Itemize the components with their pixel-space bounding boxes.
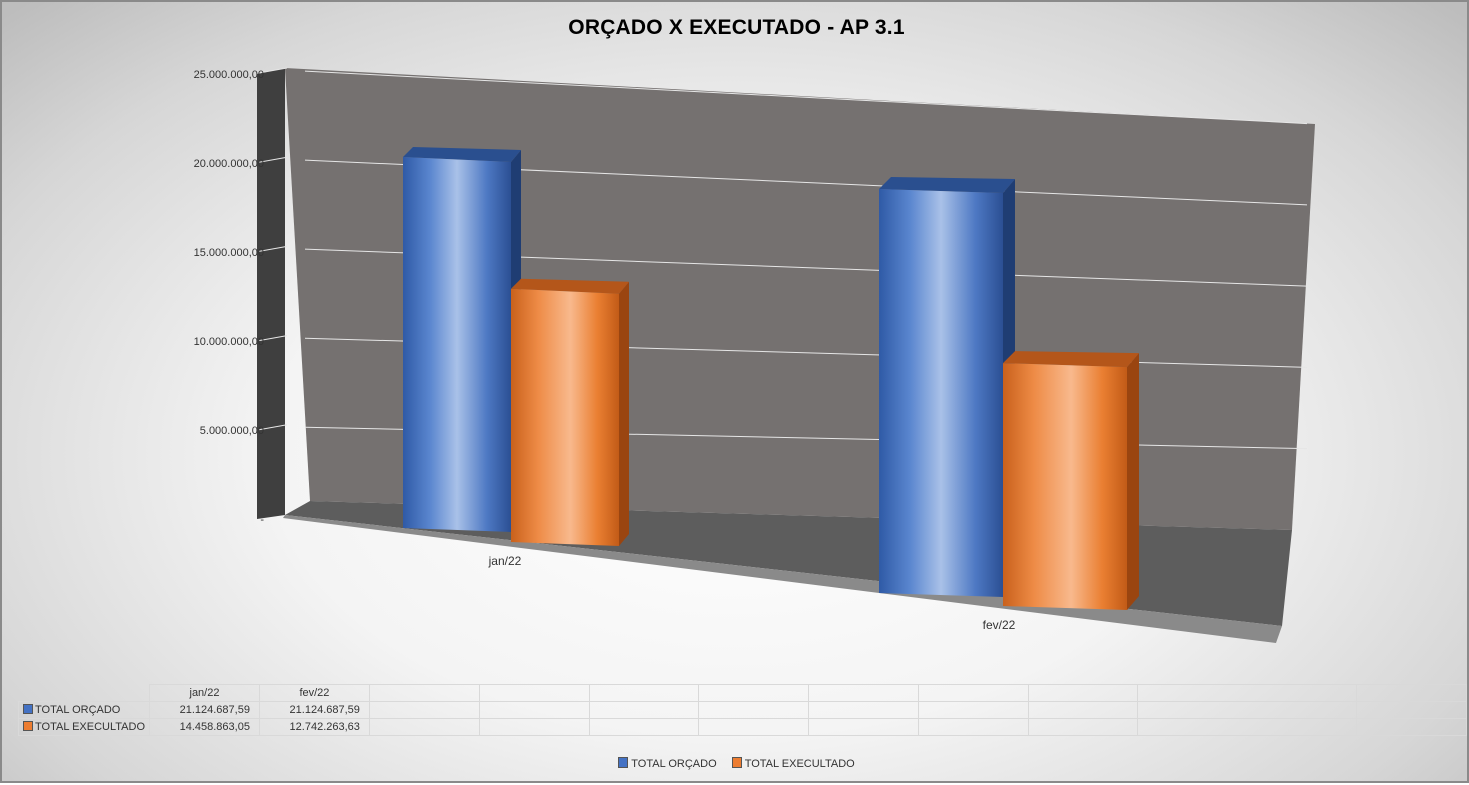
gridline-side: [258, 245, 288, 252]
legend: TOTAL ORÇADO TOTAL EXECULTADO: [2, 757, 1469, 770]
data-table-empty-cell: [478, 718, 590, 736]
data-table-empty-cell: [808, 718, 919, 736]
data-table-empty-cell: [588, 701, 700, 719]
data-table-empty-cell: [698, 718, 810, 736]
data-table-empty-cell: [588, 684, 700, 702]
x-tick-label: fev/22: [983, 618, 1016, 632]
bar-executado[interactable]: [511, 288, 619, 546]
y-tick-label: 25.000.000,00: [194, 69, 264, 81]
data-table-empty-cell: [1137, 701, 1358, 719]
data-table-empty-cell: [1027, 718, 1139, 736]
data-table-empty-cell: [917, 684, 1029, 702]
data-table-row-executado: TOTAL EXECULTADO 14.458.863,05 12.742.26…: [17, 718, 1467, 736]
legend-item-orcado[interactable]: TOTAL ORÇADO: [618, 757, 717, 770]
bar-orcado[interactable]: [403, 157, 511, 532]
data-table-series-label: TOTAL EXECULTADO: [17, 718, 151, 736]
data-table-cell: 14.458.863,05: [149, 718, 260, 736]
data-table-empty-cell: [478, 684, 590, 702]
side-wall: [257, 68, 285, 519]
bar-executado-side: [619, 281, 629, 546]
bar-orcado[interactable]: [879, 189, 1003, 597]
gridline-side: [258, 335, 288, 342]
data-table-empty-cell: [1356, 701, 1467, 719]
data-table-empty-cell: [1027, 684, 1139, 702]
bar-executado-side: [1127, 353, 1139, 610]
bar-orcado-top: [879, 177, 1015, 193]
executado-legend-swatch-icon: [731, 757, 742, 768]
bar-executado-top: [1003, 351, 1139, 368]
data-table-empty-cell: [698, 684, 810, 702]
chart-title: ORÇADO X EXECUTADO - AP 3.1: [568, 16, 905, 39]
data-table-header-jan: jan/22: [149, 684, 260, 702]
x-tick-label: jan/22: [488, 554, 522, 568]
data-table-empty-cell: [1137, 718, 1358, 736]
data-table-empty-cell: [368, 701, 480, 719]
data-table-empty-cell: [368, 684, 480, 702]
data-table-header-fev: fev/22: [258, 684, 370, 702]
data-table-empty-cell: [1356, 684, 1467, 702]
y-tick-label: 5.000.000,00: [200, 425, 264, 437]
data-table-cell: 21.124.687,59: [149, 701, 260, 719]
data-table-empty-cell: [588, 718, 700, 736]
data-table: jan/22 fev/22 TOTAL ORÇADO 21.124.687,59…: [17, 684, 1467, 736]
data-table-empty-cell: [1137, 684, 1358, 702]
orcado-swatch-icon: [23, 704, 33, 714]
y-tick-label: 10.000.000,00: [194, 336, 264, 348]
data-table-empty-cell: [1356, 718, 1467, 736]
data-table-empty-cell: [917, 718, 1029, 736]
gridline-side: [258, 156, 288, 163]
x-axis-ticks: jan/22 fev/22: [488, 554, 1016, 632]
bar-executado-top: [511, 278, 629, 294]
legend-item-executado[interactable]: TOTAL EXECULTADO: [731, 757, 855, 770]
y-tick-label: -: [260, 514, 264, 526]
bar-orcado-top: [403, 147, 521, 162]
bars: [403, 147, 1139, 610]
data-table-empty-cell: [698, 701, 810, 719]
orcado-legend-swatch-icon: [618, 757, 629, 768]
data-table-cell: 21.124.687,59: [258, 701, 370, 719]
data-table-header-row: jan/22 fev/22: [18, 684, 1467, 702]
y-tick-label: 20.000.000,00: [194, 158, 264, 170]
data-table-empty-cell: [808, 701, 919, 719]
data-table-empty-cell: [917, 701, 1029, 719]
data-table-cell: 12.742.263,63: [258, 718, 370, 736]
y-tick-label: 15.000.000,00: [194, 247, 264, 259]
data-table-empty-cell: [1027, 701, 1139, 719]
data-table-row-orcado: TOTAL ORÇADO 21.124.687,59 21.124.687,59: [17, 701, 1467, 719]
y-axis-ticks: - 5.000.000,00 10.000.000,00 15.000.000,00 2…: [194, 69, 265, 526]
gridline: [304, 70, 1308, 125]
data-table-empty-cell: [808, 684, 919, 702]
data-table-empty-cell: [368, 718, 480, 736]
data-table-empty-cell: [478, 701, 590, 719]
data-table-corner: [18, 684, 151, 702]
executado-swatch-icon: [23, 721, 33, 731]
gridline-side: [258, 67, 288, 74]
data-table-series-label: TOTAL ORÇADO: [17, 701, 151, 719]
floor-front-edge: [283, 515, 1282, 643]
bar-executado[interactable]: [1003, 363, 1127, 610]
gridline-side: [258, 424, 288, 431]
